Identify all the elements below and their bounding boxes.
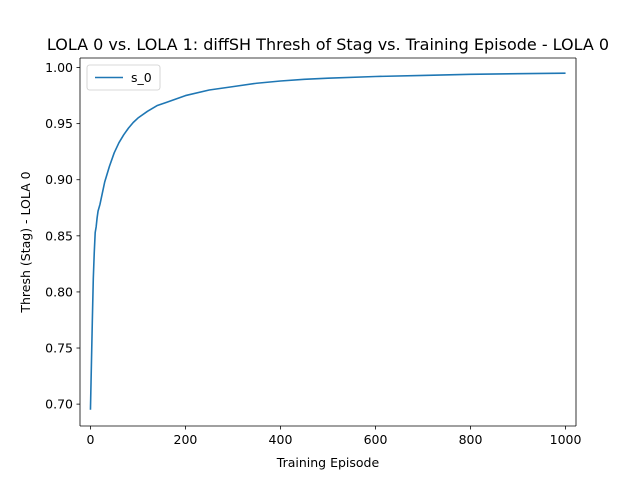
legend: s_0 bbox=[86, 64, 161, 91]
y-axis-ticks: 0.70 0.75 0.80 0.85 0.90 0.95 1.00 bbox=[45, 60, 80, 412]
x-axis-label: Training Episode bbox=[276, 455, 380, 470]
series-layer bbox=[89, 72, 566, 410]
y-tick-label: 0.85 bbox=[45, 228, 73, 243]
series-line-s_0 bbox=[89, 72, 566, 410]
y-tick-label: 0.70 bbox=[45, 397, 73, 412]
y-tick-label: 1.00 bbox=[45, 60, 73, 75]
chart-title: LOLA 0 vs. LOLA 1: diffSH Thresh of Stag… bbox=[47, 35, 609, 54]
x-tick-label: 400 bbox=[269, 432, 293, 447]
legend-box bbox=[86, 64, 161, 91]
y-tick-label: 0.90 bbox=[45, 172, 73, 187]
legend-label: s_0 bbox=[131, 70, 152, 85]
y-tick-label: 0.75 bbox=[45, 341, 73, 356]
x-tick-label: 200 bbox=[174, 432, 198, 447]
y-axis-label: Thresh (Stag) - LOLA 0 bbox=[18, 171, 33, 313]
x-tick-label: 600 bbox=[364, 432, 388, 447]
x-tick-label: 0 bbox=[86, 432, 94, 447]
x-tick-label: 800 bbox=[459, 432, 483, 447]
x-tick-label: 1000 bbox=[550, 432, 582, 447]
y-tick-label: 0.95 bbox=[45, 116, 73, 131]
x-axis-ticks: 0 200 400 600 800 1000 bbox=[86, 426, 582, 447]
plot-area bbox=[79, 57, 577, 427]
y-tick-label: 0.80 bbox=[45, 284, 73, 299]
